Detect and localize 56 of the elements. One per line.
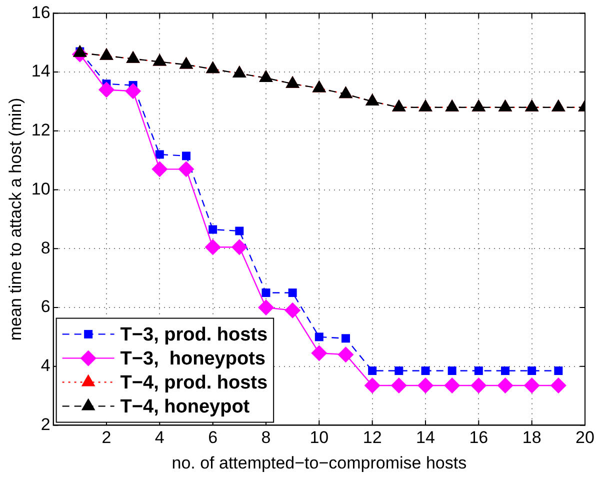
- point: [178, 161, 194, 178]
- point: [258, 299, 274, 316]
- x-tick-label: 12: [362, 428, 382, 448]
- point: [284, 302, 301, 318]
- point: [554, 366, 563, 375]
- x-tick-label: 14: [416, 428, 435, 448]
- x-tick-label: 10: [310, 428, 329, 448]
- point: [311, 345, 328, 362]
- point: [470, 377, 487, 394]
- point: [550, 377, 566, 394]
- point: [152, 161, 168, 178]
- x-tick-label: 16: [469, 428, 488, 448]
- point: [368, 366, 377, 375]
- point: [421, 366, 430, 375]
- legend-label: T−3, honeypots: [120, 348, 266, 370]
- y-tick-label: 4: [40, 356, 50, 376]
- legend-label: T−3, prod. hosts: [120, 324, 268, 346]
- point: [497, 377, 514, 394]
- point: [338, 346, 354, 363]
- point: [390, 377, 407, 394]
- point: [262, 288, 270, 298]
- point: [364, 377, 380, 394]
- point: [528, 366, 536, 375]
- x-axis-title: no. of attempted−to−compromise hosts: [172, 453, 467, 472]
- x-tick-label: 20: [576, 428, 594, 448]
- y-tick-label: 14: [31, 62, 50, 81]
- point: [341, 334, 350, 343]
- point: [235, 226, 244, 236]
- point: [448, 366, 456, 375]
- x-tick-label: 6: [208, 428, 218, 448]
- point: [314, 332, 324, 342]
- point: [524, 377, 540, 394]
- point: [204, 239, 221, 256]
- point: [417, 377, 434, 394]
- x-tick-label: 18: [522, 428, 542, 448]
- y-tick-label: 2: [40, 414, 50, 434]
- x-tick-label: 8: [261, 428, 271, 448]
- point: [501, 366, 510, 375]
- legend-label: T−4, prod. hosts: [120, 372, 268, 394]
- y-tick-label: 12: [31, 120, 50, 140]
- legend-label: T−4, honeypot: [120, 396, 250, 418]
- x-tick-label: 2: [102, 428, 112, 448]
- point: [208, 225, 218, 234]
- point: [288, 288, 297, 298]
- point: [444, 377, 460, 394]
- point: [182, 152, 190, 160]
- y-axis-title: mean time to attack a host (min): [6, 98, 25, 341]
- point: [394, 366, 404, 375]
- y-tick-label: 8: [40, 238, 50, 258]
- point: [474, 366, 483, 375]
- y-tick-label: 10: [31, 179, 50, 198]
- y-tick-label: 6: [40, 297, 50, 316]
- point: [155, 150, 164, 159]
- y-tick-label: 16: [31, 2, 50, 22]
- x-tick-label: 4: [154, 428, 164, 448]
- point: [231, 239, 248, 256]
